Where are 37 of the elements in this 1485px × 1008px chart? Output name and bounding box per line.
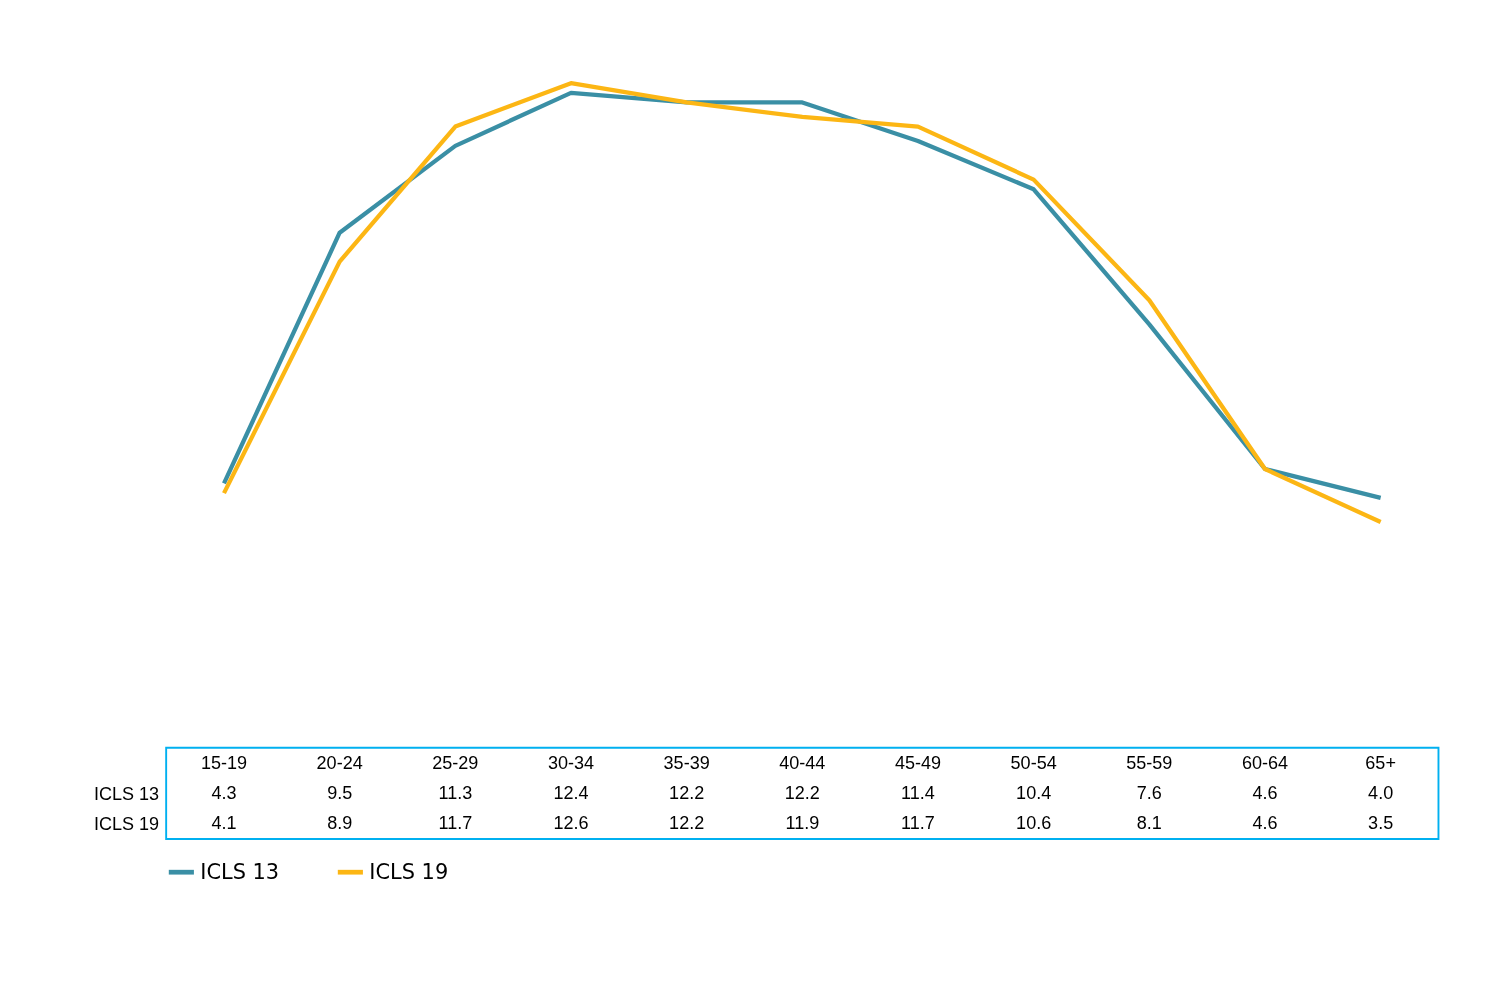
data-label: 4.0 — [1368, 783, 1394, 804]
data-label: 12.2 — [669, 783, 705, 804]
x-tick-label: 55-59 — [1126, 752, 1173, 773]
x-tick-label: 35-39 — [663, 752, 710, 773]
data-label: 8.9 — [327, 813, 353, 834]
data-label: 12.2 — [669, 813, 705, 834]
data-label: 9.5 — [327, 783, 353, 804]
data-label: 10.4 — [1016, 783, 1052, 804]
legend-label: ICLS 19 — [369, 859, 449, 884]
text: ICLS 19 — [93, 813, 160, 834]
data-label: 7.6 — [1136, 783, 1162, 804]
data-label: 8.1 — [1136, 813, 1162, 834]
data-label: 11.4 — [901, 783, 935, 804]
x-tick-label: 30-34 — [547, 752, 595, 773]
data-label: 12.2 — [784, 783, 820, 804]
data-label: 12.6 — [553, 813, 589, 834]
data-label: 11.7 — [901, 813, 935, 834]
text: ICLS 13 — [93, 783, 160, 804]
x-tick-label: 40-44 — [779, 752, 826, 773]
data-label: 11.9 — [785, 813, 820, 834]
data-label: 4.1 — [211, 813, 237, 834]
data-label: 11.3 — [438, 783, 473, 804]
data-label: 11.7 — [438, 813, 473, 834]
x-tick-label: 20-24 — [316, 752, 363, 773]
x-tick-label: 60-64 — [1241, 752, 1289, 773]
data-label: 12.4 — [553, 783, 589, 804]
x-tick-label: 15-19 — [200, 752, 248, 773]
data-label: 3.5 — [1368, 813, 1394, 834]
x-tick-label: 65+ — [1365, 752, 1396, 773]
x-tick-label: 25-29 — [432, 752, 479, 773]
x-tick-label: 50-54 — [1010, 752, 1057, 773]
legend-label: ICLS 13 — [200, 859, 280, 884]
data-label: 4.6 — [1252, 783, 1278, 804]
data-label: 4.6 — [1252, 813, 1278, 834]
data-label: 10.6 — [1016, 813, 1052, 834]
x-tick-label: 45-49 — [894, 752, 942, 773]
data-label: 4.3 — [211, 783, 237, 804]
